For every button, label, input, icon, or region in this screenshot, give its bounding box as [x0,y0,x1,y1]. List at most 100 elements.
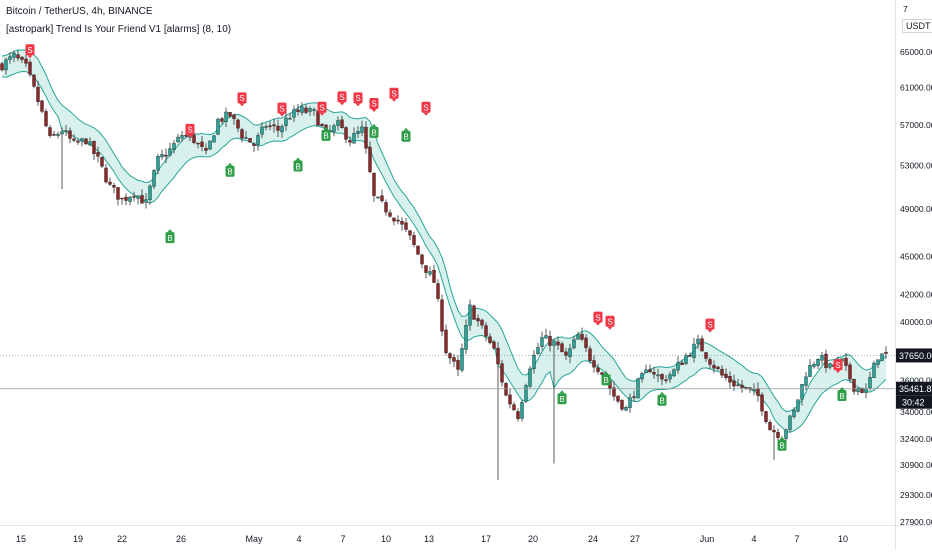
candle-body [672,369,676,377]
candle [240,127,244,143]
candle [236,118,240,133]
candle [68,127,72,144]
buy-pointer [323,126,329,130]
candle-body [504,383,508,396]
candle-body [296,109,300,112]
candle-body [664,379,668,381]
sell-flag [25,44,35,56]
candle-body [164,154,168,157]
candle-body [644,369,648,373]
candle [768,419,772,431]
sell-signal: S [369,97,379,112]
buy-flag [657,394,667,406]
candle [336,116,340,131]
signal-label: S [595,313,600,322]
candle [392,217,396,226]
candle [128,195,132,206]
candle [432,264,436,283]
candle [16,50,20,62]
signal-label: B [559,395,564,404]
candle [36,80,40,106]
price-tick-label: 29300.00 [900,490,932,500]
candle-body [40,100,44,112]
candle-body [368,146,372,173]
candle-body [676,362,680,371]
candle-body [436,283,440,299]
candle [584,334,588,353]
candle-body [708,359,712,365]
candle-body [68,130,72,139]
time-tick-label: 26 [176,534,186,544]
candle-body [116,187,120,200]
time-tick-label: 10 [381,534,391,544]
sell-flag [185,123,195,135]
candle [56,131,60,139]
candle [356,126,360,139]
candle-body [24,58,28,64]
last-price-tag-text: 37650.00 [899,351,932,361]
buy-signal: B [165,229,175,244]
candles [0,50,888,480]
indicator-title[interactable]: [astropark] Trend Is Your Friend V1 [ala… [6,24,232,35]
sell-flag [593,311,603,323]
candle-body [248,137,252,143]
candle-body [696,338,700,344]
candle-body [128,196,132,202]
time-axis[interactable]: 15 19 22 26 May 4 7 10 13 17 20 24 27 Jun 4 7 10 [0,525,895,550]
candle [360,120,364,136]
candle [72,134,76,143]
signal-label: S [279,104,284,113]
candle-body [388,212,392,217]
price-axis[interactable]: 65000.00 61000.00 57000.00 53000.00 49000.00… [895,0,932,527]
candle-body [440,299,444,332]
candle-body [152,170,156,187]
candle-body [668,374,672,380]
candle-body [540,337,544,347]
candle-body [168,148,172,156]
candle [424,265,428,279]
candle [320,122,324,128]
buy-pointer [839,387,845,391]
countdown-tag: 30:42 [896,395,932,409]
candle [252,142,256,152]
candle-body [352,133,356,144]
candle [292,105,296,123]
candle-body [272,124,276,127]
crosshair-price-tag-bg [896,381,932,396]
candle [596,363,600,375]
candle [52,130,56,136]
candle-body [144,199,148,203]
candle-body [588,348,592,361]
candle-body [584,337,588,349]
candle-body [724,373,728,378]
symbol-title[interactable]: Bitcoin / TetherUS, 4h, BINANCE [6,6,153,17]
candle [344,125,348,144]
candle [548,330,552,352]
candle-body [628,397,632,409]
currency-badge[interactable]: USDT [902,19,932,33]
candle [464,319,468,354]
candle [516,408,520,422]
candle-body [360,126,364,133]
candle [120,197,124,205]
sell-flag [337,91,347,103]
candle [204,143,208,155]
time-tick-label: 17 [481,534,491,544]
candle-body [156,156,160,171]
sell-flag [277,102,287,114]
candle-body [228,112,232,117]
candle-body [428,271,432,275]
candle [508,389,512,409]
candle-body [348,140,352,143]
candle [480,318,484,329]
candle-body [492,341,496,349]
price-tick-label: 34000.00 [900,407,932,417]
candle-body [180,135,184,139]
buy-signal: B [293,157,303,172]
candle [528,366,532,388]
candle [224,107,228,127]
signal-label: S [187,126,192,135]
candle-body [800,384,804,400]
